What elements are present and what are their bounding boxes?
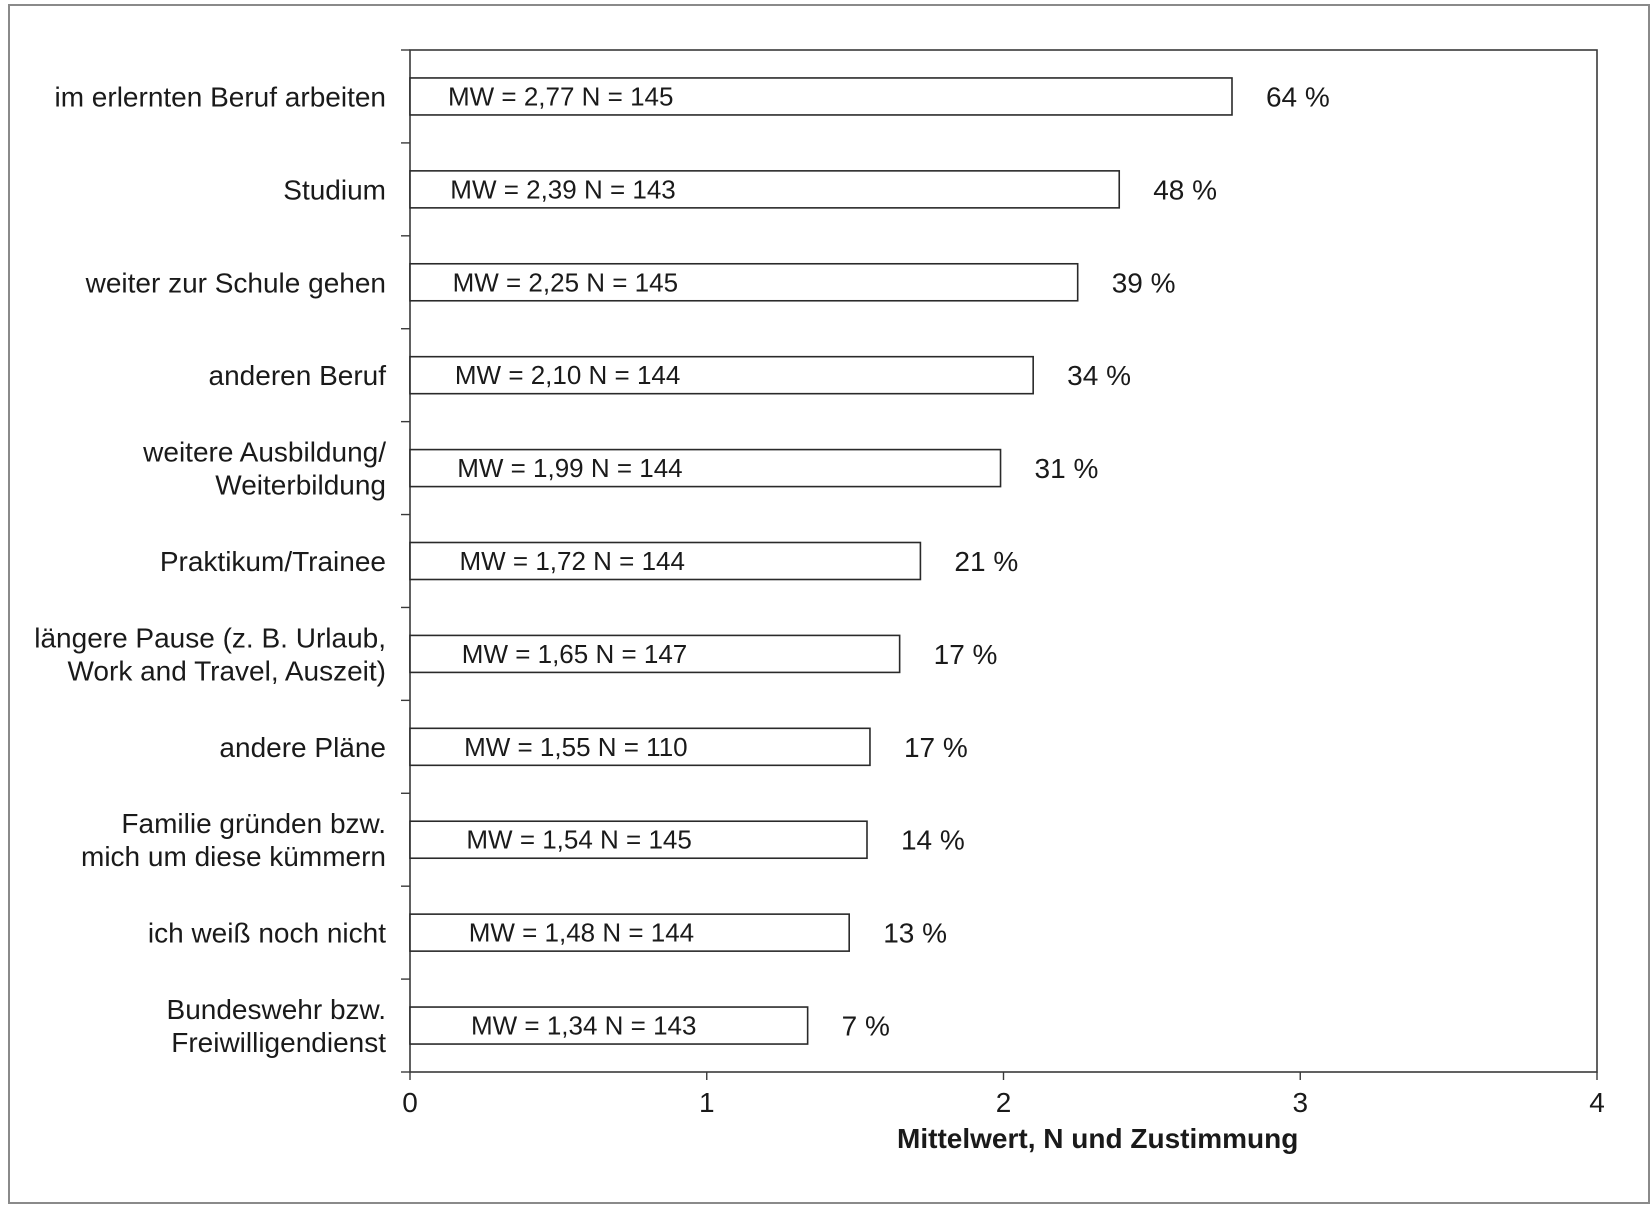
category-label: ich weiß noch nicht [148, 918, 386, 949]
percent-label: 17 % [904, 732, 968, 763]
bar-label: MW = 2,77 N = 145 [448, 81, 673, 111]
percent-label: 48 % [1153, 174, 1217, 205]
bar-label: MW = 1,99 N = 144 [457, 453, 682, 483]
bar-label: MW = 1,55 N = 110 [464, 732, 688, 762]
bar [409, 262, 1079, 302]
category-label: Weiterbildung [215, 470, 386, 501]
percent-label: 34 % [1067, 360, 1131, 391]
percent-label: 21 % [954, 546, 1018, 577]
bar [409, 634, 901, 674]
percent-label: 64 % [1266, 81, 1330, 112]
x-tick-label: 3 [1292, 1087, 1308, 1118]
category-label: Studium [283, 174, 386, 205]
x-tick-label: 2 [996, 1087, 1012, 1118]
percent-label: 39 % [1112, 267, 1176, 298]
percent-label: 17 % [934, 639, 998, 670]
x-axis-title: Mittelwert, N und Zustimmung [897, 1123, 1298, 1154]
bar [409, 77, 1233, 116]
bar [409, 913, 850, 952]
bar-label: MW = 2,25 N = 145 [453, 267, 678, 297]
bar [409, 448, 1002, 488]
category-label: Familie gründen bzw. [121, 808, 386, 839]
x-tick-label: 4 [1589, 1087, 1605, 1118]
percent-label: 13 % [883, 918, 947, 949]
bar [409, 727, 871, 767]
bar-label: MW = 2,10 N = 144 [455, 360, 680, 390]
category-label: weitere Ausbildung/ [142, 437, 386, 468]
bar-label: MW = 1,65 N = 147 [462, 639, 687, 669]
bar [409, 820, 868, 860]
bar-label: MW = 1,72 N = 144 [460, 546, 685, 576]
category-label: mich um diese kümmern [81, 841, 386, 872]
bar-label: MW = 2,39 N = 143 [450, 174, 675, 204]
percent-label: 31 % [1035, 453, 1099, 484]
bar [409, 355, 1034, 395]
category-label: weiter zur Schule gehen [85, 267, 386, 298]
category-label: Work and Travel, Auszeit) [68, 655, 387, 686]
category-label: Freiwilligendienst [171, 1027, 386, 1058]
percent-label: 14 % [901, 825, 965, 856]
category-label: längere Pause (z. B. Urlaub, [34, 622, 386, 653]
bar [409, 541, 922, 581]
bar-label: MW = 1,54 N = 145 [466, 825, 691, 855]
category-label: andere Pläne [219, 732, 386, 763]
category-label: im erlernten Beruf arbeiten [54, 81, 386, 112]
category-label: anderen Beruf [209, 360, 387, 391]
bar [409, 1006, 809, 1045]
category-label: Praktikum/Trainee [160, 546, 386, 577]
bar-label: MW = 1,48 N = 144 [469, 918, 694, 948]
bar [409, 170, 1121, 209]
x-tick-label: 0 [402, 1087, 418, 1118]
x-tick-label: 1 [699, 1087, 715, 1118]
category-label: Bundeswehr bzw. [167, 994, 386, 1025]
bar-label: MW = 1,34 N = 143 [471, 1011, 696, 1041]
percent-label: 7 % [842, 1011, 890, 1042]
